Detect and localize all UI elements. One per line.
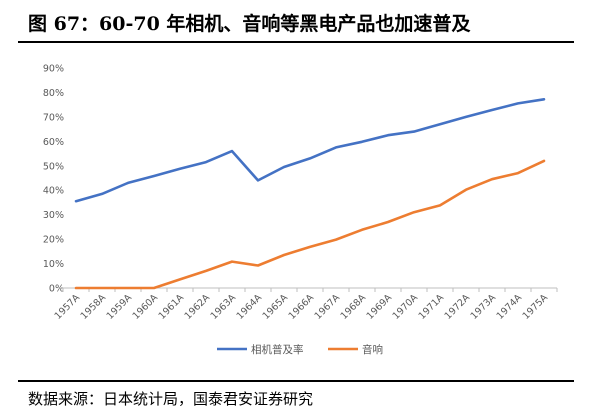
x-tick-label: 1957A <box>53 292 83 322</box>
x-tick-label: 1962A <box>183 292 213 322</box>
x-tick-label: 1966A <box>287 292 317 322</box>
y-tick-label: 40% <box>43 186 64 197</box>
y-tick-label: 0% <box>49 284 64 295</box>
x-tick-label: 1971A <box>417 292 447 322</box>
x-tick-label: 1967A <box>313 292 343 322</box>
x-tick-label: 1958A <box>79 292 109 322</box>
y-tick-label: 30% <box>43 210 64 221</box>
source-rule <box>18 380 574 382</box>
x-tick-label: 1969A <box>365 292 395 322</box>
legend: 相机普及率 音响 <box>217 343 383 356</box>
y-tick-label: 70% <box>43 112 64 123</box>
legend-label: 音响 <box>362 343 383 356</box>
x-tick-label: 1974A <box>495 292 525 322</box>
y-tick-label: 10% <box>43 259 64 270</box>
line-chart: 0% 10% 20% 30% 40% 50% 60% 70% 80% 90% 1957A1958A… <box>43 64 558 356</box>
x-tick-label: 1961A <box>157 292 187 322</box>
x-tick-label: 1960A <box>131 292 161 322</box>
x-tick-label: 1963A <box>209 292 239 322</box>
x-tick-label: 1970A <box>391 292 421 322</box>
x-tick-label: 1965A <box>261 292 291 322</box>
series-lines <box>74 98 546 290</box>
y-axis-labels: 0% 10% 20% 30% 40% 50% 60% 70% 80% 90% <box>43 64 64 295</box>
legend-label: 相机普及率 <box>251 343 304 356</box>
figure-title: 图 67：60-70 年相机、音响等黑电产品也加速普及 <box>28 13 471 35</box>
y-tick-label: 20% <box>43 235 64 246</box>
title-rule <box>18 41 574 43</box>
x-tick-label: 1959A <box>105 292 135 322</box>
x-tick-label: 1973A <box>469 292 499 322</box>
x-tick-label: 1972A <box>443 292 473 322</box>
y-tick-label: 50% <box>43 161 64 172</box>
y-tick-label: 60% <box>43 137 64 148</box>
x-tick-label: 1975A <box>521 292 551 322</box>
x-tick-label: 1968A <box>339 292 369 322</box>
source-note: 数据来源：日本统计局，国泰君安证券研究 <box>28 390 314 408</box>
x-tick-label: 1964A <box>235 292 265 322</box>
series-line-1 <box>74 98 546 203</box>
series-line-2 <box>74 159 546 290</box>
y-tick-label: 80% <box>43 88 64 99</box>
x-axis-labels: 1957A1958A1959A1960A1961A1962A1963A1964A… <box>53 292 551 322</box>
y-tick-label: 90% <box>43 64 64 75</box>
